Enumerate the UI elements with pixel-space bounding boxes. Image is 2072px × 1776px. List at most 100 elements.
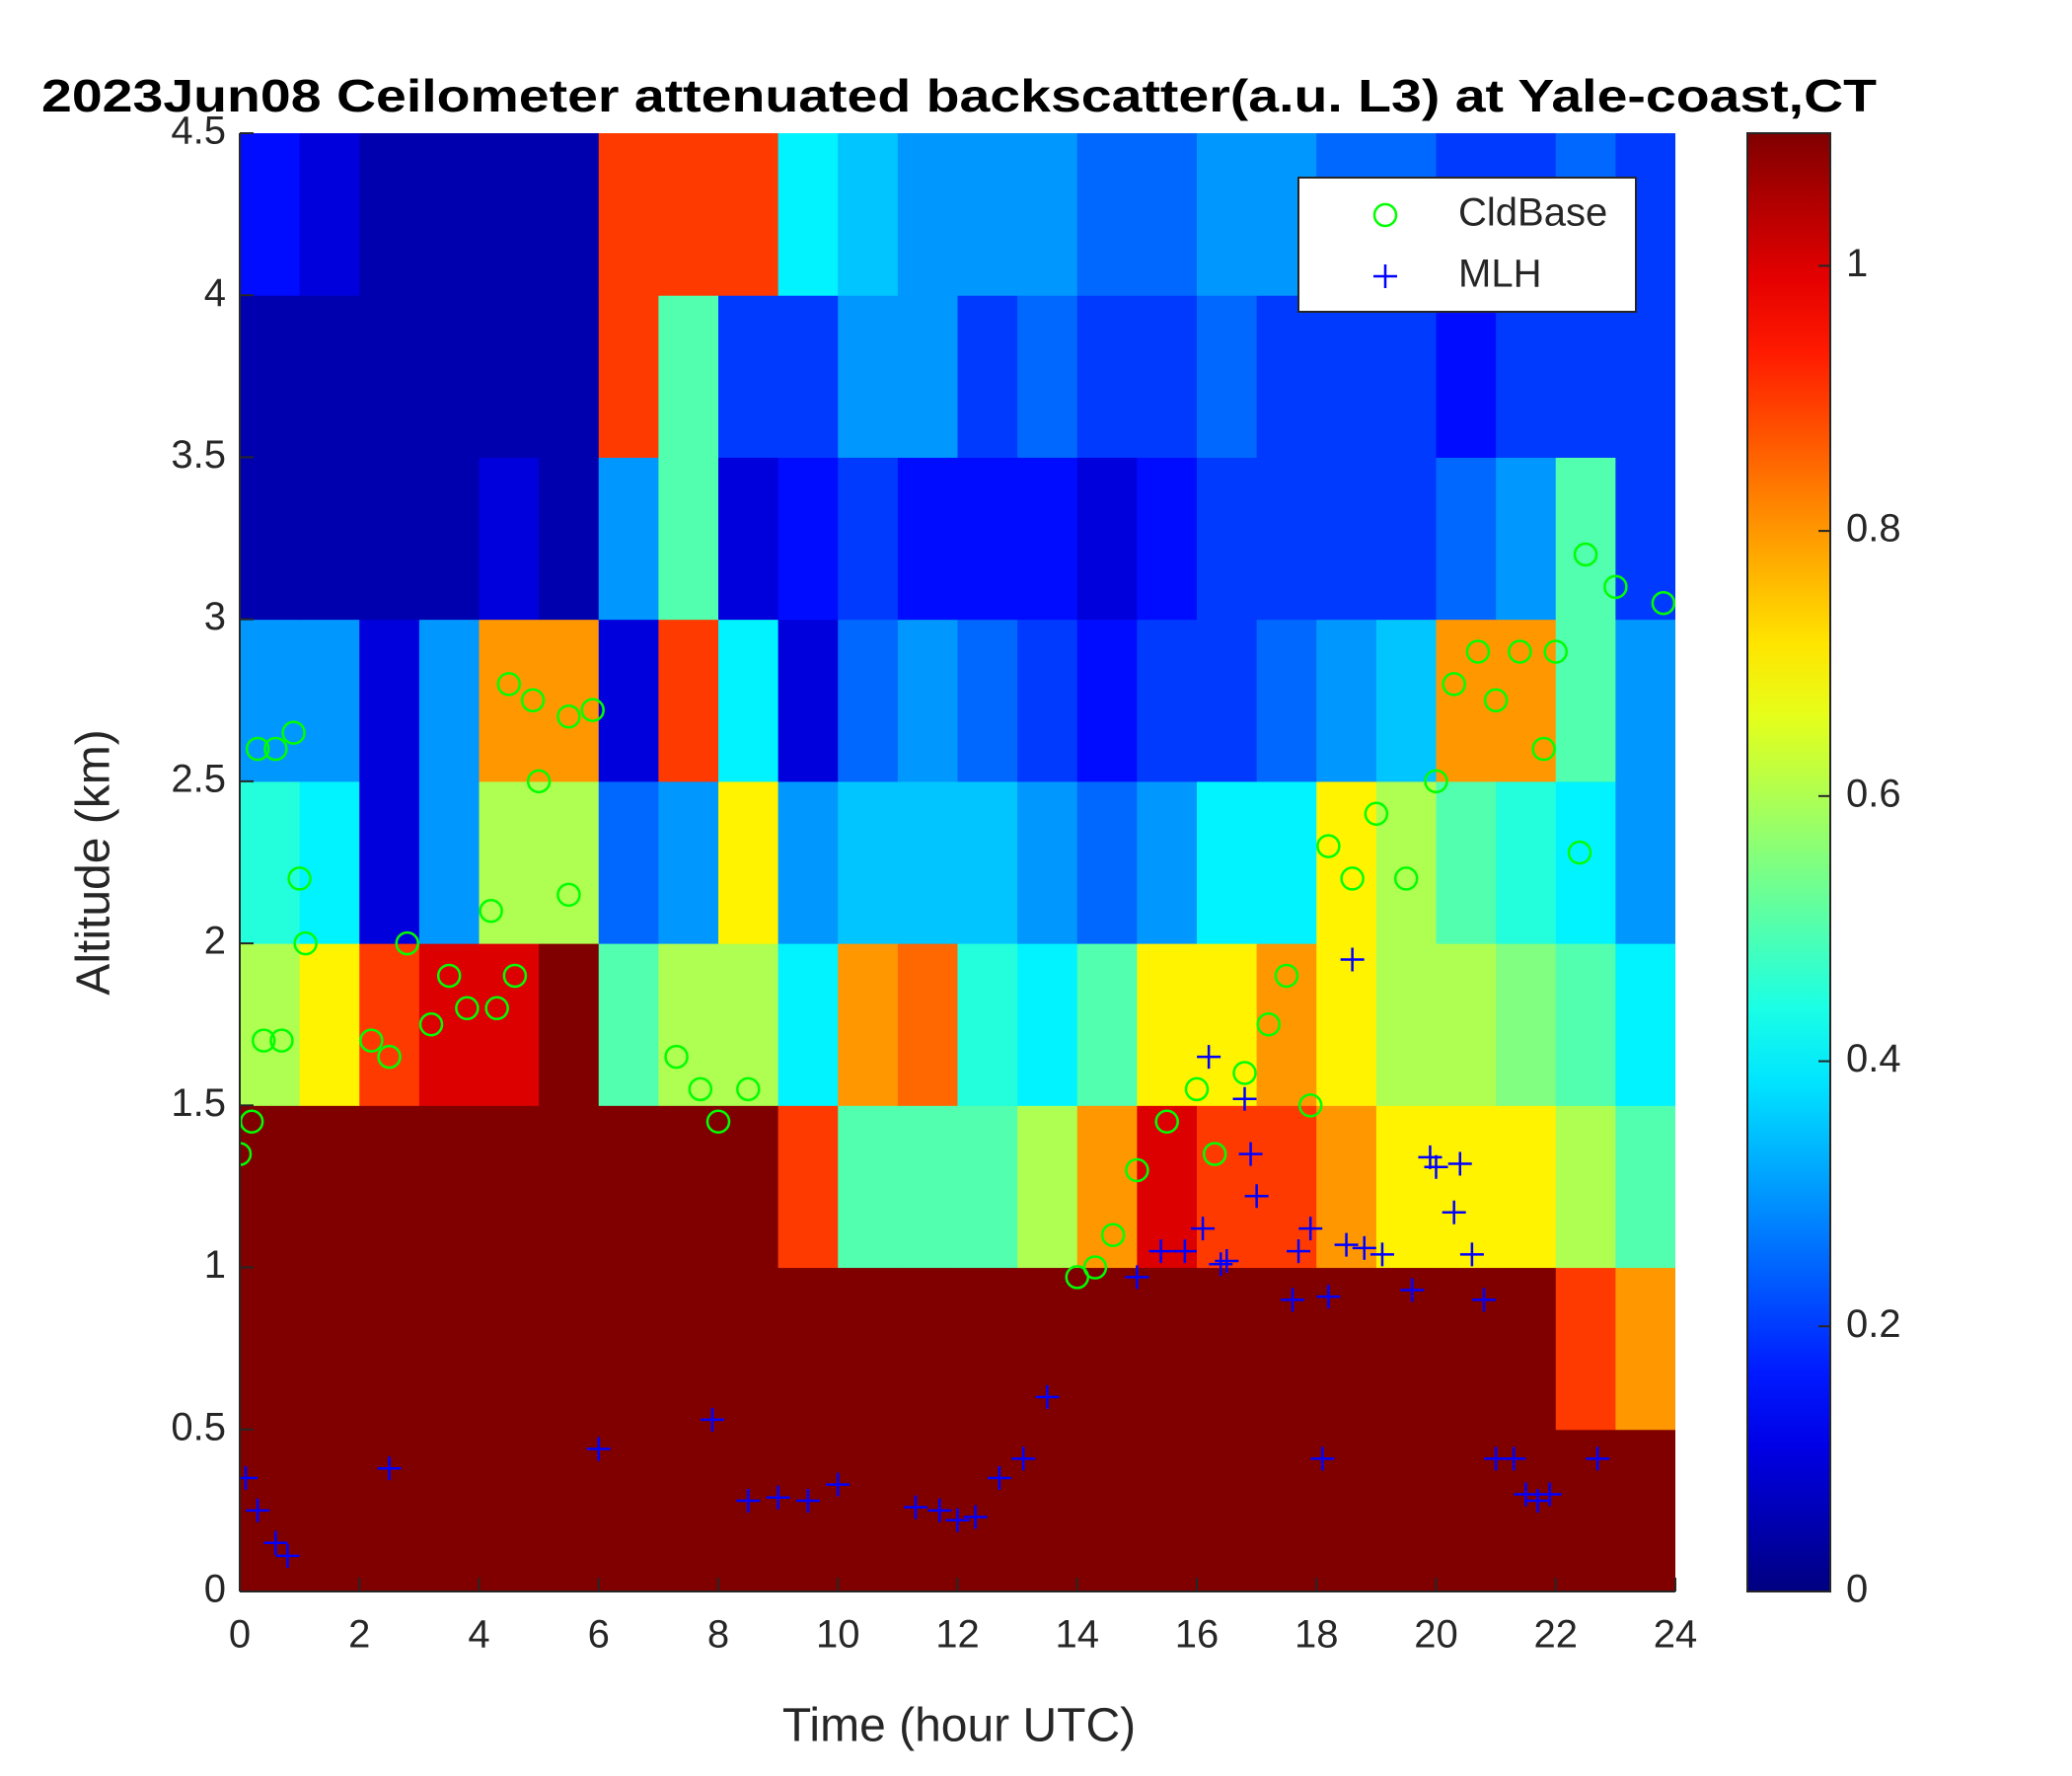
mlh-marker (1340, 947, 1365, 972)
cloud-base-marker (1508, 639, 1532, 664)
heat-cell (418, 780, 480, 944)
heat-cell (838, 133, 899, 296)
heat-cell (299, 133, 360, 296)
x-tick-label: 2 (348, 1613, 370, 1657)
heat-cell (1137, 1429, 1198, 1591)
heat-cell (1615, 295, 1675, 458)
x-tick-label: 24 (1654, 1613, 1698, 1657)
heat-cell (718, 1267, 779, 1431)
heat-cell (658, 1429, 719, 1591)
x-tick-label: 0 (229, 1613, 251, 1657)
heat-cell (1496, 295, 1557, 458)
heat-cell (299, 1105, 360, 1269)
x-tick-label: 8 (707, 1613, 729, 1657)
mlh-marker (1209, 1252, 1233, 1277)
heat-cell (658, 943, 719, 1106)
heat-cell (1137, 457, 1198, 621)
heat-cell (838, 457, 899, 621)
heat-cell (897, 133, 958, 296)
heat-cell (299, 619, 360, 782)
heat-cell (479, 619, 540, 782)
mlh-marker (1502, 1446, 1526, 1471)
cloud-base-marker (240, 1142, 253, 1166)
cloud-base-marker (688, 1076, 713, 1102)
heat-cell (418, 1267, 480, 1431)
y-tick-label: 1 (204, 1243, 226, 1287)
heat-cell (658, 1267, 719, 1431)
heat-cell (658, 619, 719, 782)
mlh-marker (945, 1508, 970, 1532)
heat-cell (718, 943, 779, 1106)
heat-cell (777, 780, 839, 944)
heat-cell (1197, 1267, 1258, 1431)
mlh-marker (826, 1472, 851, 1497)
heat-cell (1137, 295, 1198, 458)
cloud-base-marker (526, 769, 552, 794)
heat-cell (1137, 1105, 1198, 1269)
heat-cell (418, 295, 480, 458)
heat-cell (598, 1267, 659, 1431)
heat-cell (1197, 619, 1258, 782)
heat-cell (1496, 780, 1557, 944)
heat-cell (1555, 943, 1616, 1106)
heat-cell (1316, 943, 1377, 1106)
heat-cell (598, 1429, 659, 1591)
cloud-base-marker (1603, 574, 1628, 600)
heat-cell (299, 943, 360, 1106)
cloud-base-marker (240, 1109, 264, 1135)
heat-cell (1615, 1267, 1675, 1431)
heat-cell (1615, 943, 1675, 1106)
heat-cell (838, 295, 899, 458)
legend-marker (1372, 202, 1398, 228)
heat-cell (598, 133, 659, 296)
mlh-marker (275, 1543, 300, 1568)
mlh-marker (240, 1466, 259, 1491)
heat-cell (1316, 619, 1377, 782)
mlh-marker (1316, 1285, 1341, 1309)
legend-box (1297, 177, 1637, 313)
heat-cell (1316, 295, 1377, 458)
mlh-marker (1447, 1151, 1472, 1176)
mlh-marker (1400, 1278, 1425, 1302)
heat-cell (479, 1267, 540, 1431)
y-tick-label: 3.5 (171, 433, 226, 477)
heat-cell (539, 1429, 600, 1591)
cloud-base-marker (1442, 672, 1466, 697)
cloud-base-marker (281, 720, 306, 745)
cloud-base-marker (287, 866, 312, 891)
colorbar-tick-label: 0.4 (1846, 1037, 1901, 1080)
heat-cell (479, 1105, 540, 1269)
heat-cell (1076, 1429, 1138, 1591)
cloud-base-marker (1274, 963, 1299, 989)
heat-cell (1076, 619, 1138, 782)
x-tick-label: 6 (588, 1613, 610, 1657)
heat-cell (240, 780, 301, 944)
heat-cell (1256, 943, 1317, 1106)
cloud-base-marker (252, 1028, 276, 1053)
heat-cell (1316, 1267, 1377, 1431)
heat-cell (240, 1267, 301, 1431)
mlh-marker (1525, 1489, 1550, 1514)
cloud-base-marker (479, 899, 503, 924)
heat-cell (897, 457, 958, 621)
heat-cell (598, 619, 659, 782)
heat-cell (1555, 1105, 1616, 1269)
heat-cell (1436, 780, 1497, 944)
heat-cell (240, 295, 301, 458)
heat-cell (359, 780, 420, 944)
heat-cell (418, 1429, 480, 1591)
cloud-base-marker (1202, 1142, 1227, 1166)
heat-cell (1375, 1267, 1437, 1431)
x-tick-label: 14 (1056, 1613, 1100, 1657)
cloud-base-marker (1364, 801, 1389, 826)
heat-cell (539, 780, 600, 944)
heat-cell (539, 457, 600, 621)
heat-cell (658, 295, 719, 458)
cloud-base-marker (455, 996, 480, 1021)
mlh-marker (1442, 1200, 1466, 1224)
heat-cell (1017, 780, 1078, 944)
heat-cell (777, 133, 839, 296)
mlh-marker (1298, 1217, 1323, 1241)
colorbar-tick-label: 0.6 (1846, 772, 1901, 815)
